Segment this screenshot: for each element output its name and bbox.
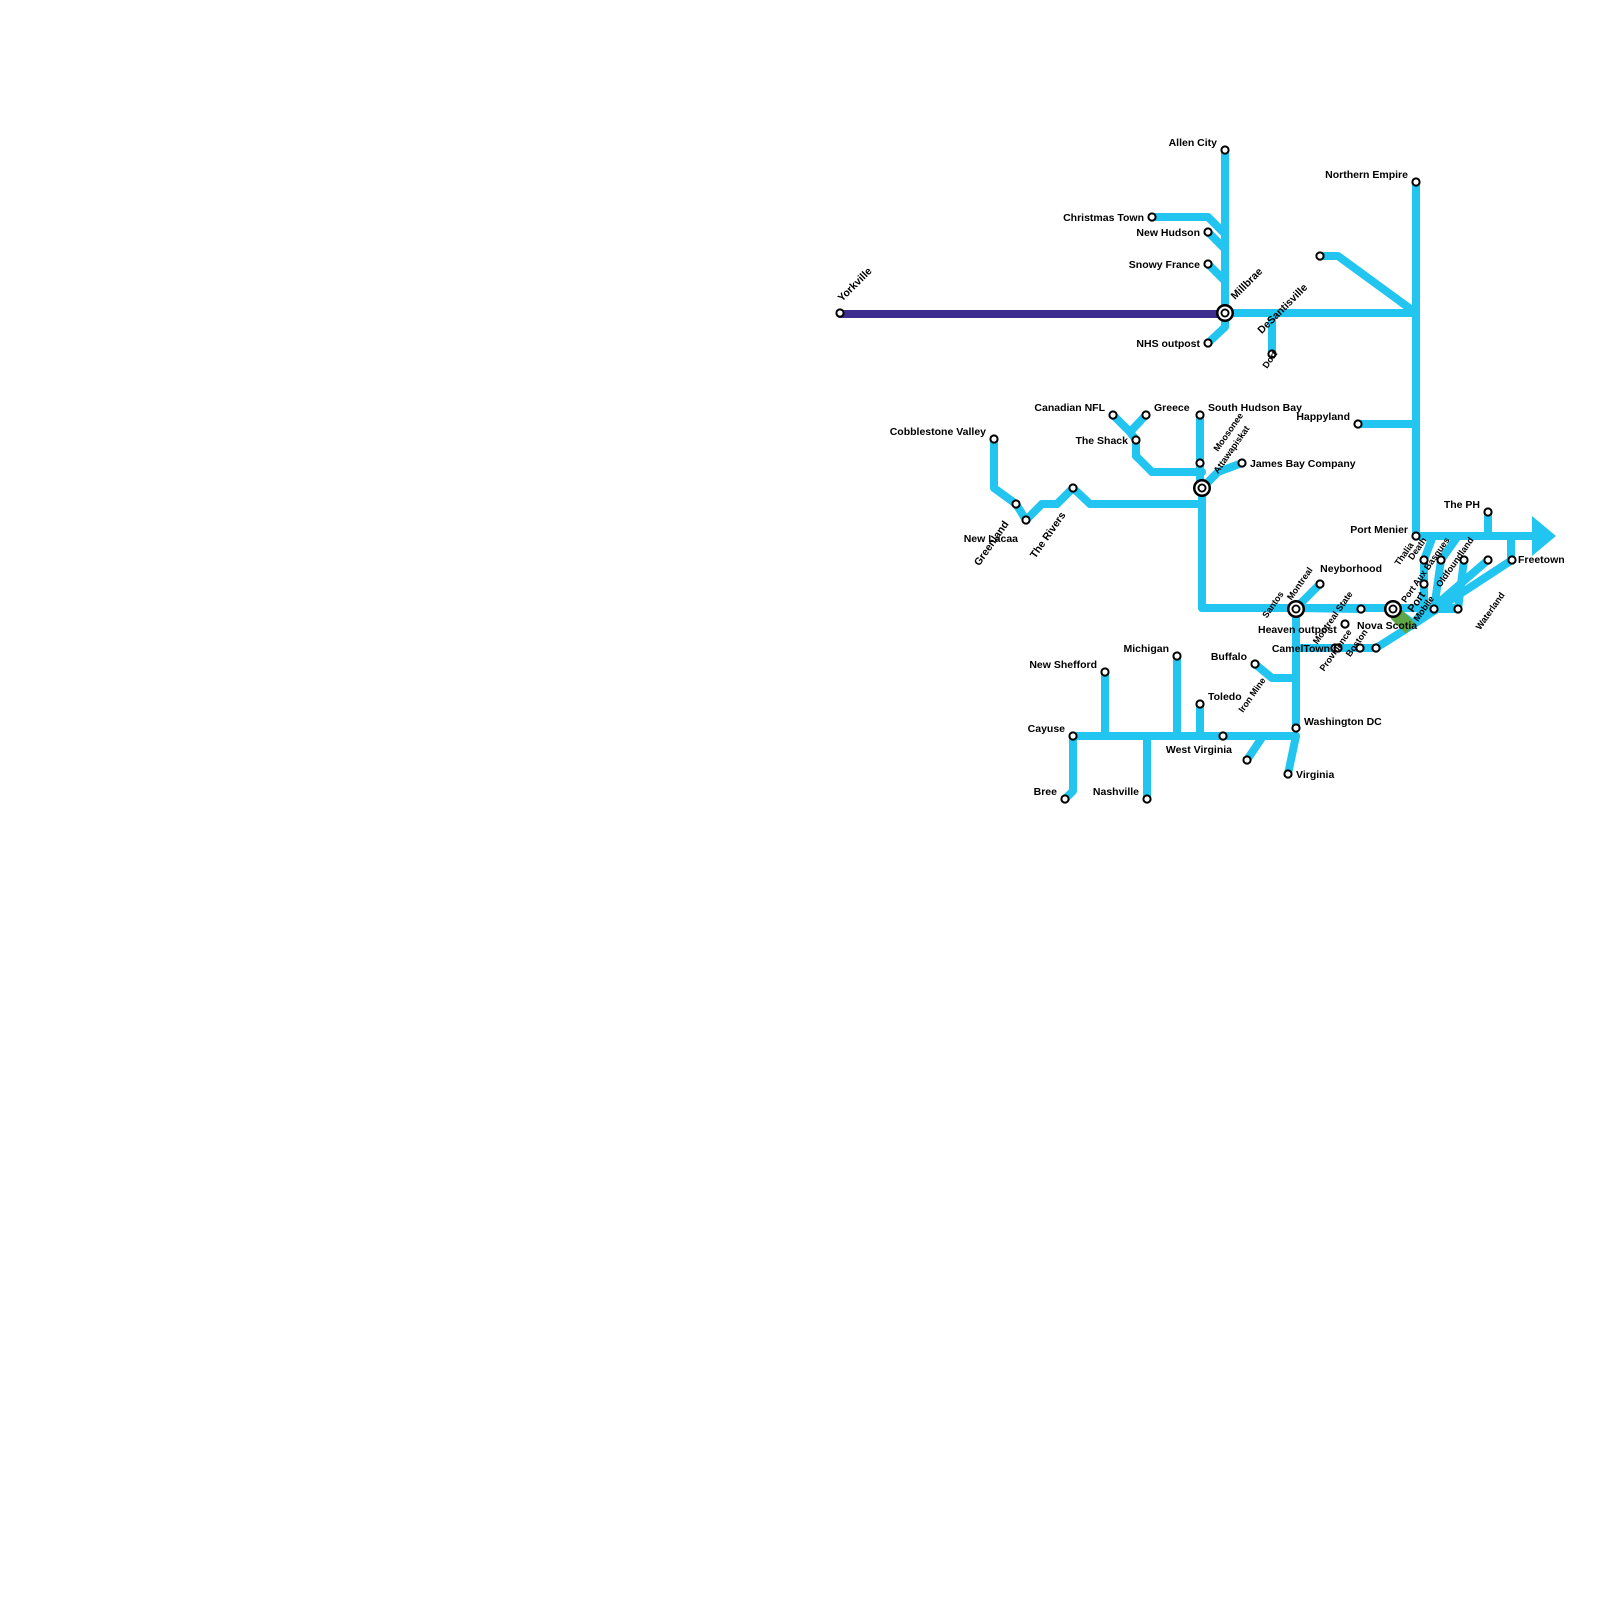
svg-text:Neyborhood: Neyborhood: [1320, 563, 1382, 575]
svg-text:Canadian NFL: Canadian NFL: [1034, 402, 1105, 414]
svg-text:The PH: The PH: [1444, 499, 1480, 511]
svg-text:Port Menier: Port Menier: [1350, 524, 1408, 536]
svg-text:Bree: Bree: [1034, 786, 1058, 798]
svg-text:Nashville: Nashville: [1093, 786, 1139, 798]
svg-text:James Bay Company: James Bay Company: [1250, 458, 1356, 470]
svg-text:South Hudson Bay: South Hudson Bay: [1208, 402, 1302, 414]
svg-text:Washington DC: Washington DC: [1304, 716, 1382, 728]
svg-text:Cobblestone Valley: Cobblestone Valley: [890, 426, 986, 438]
svg-text:Freetown: Freetown: [1518, 554, 1565, 566]
svg-text:Christmas Town: Christmas Town: [1063, 212, 1144, 224]
svg-text:Snowy France: Snowy France: [1129, 259, 1200, 271]
svg-text:CamelTown: CamelTown: [1272, 643, 1330, 655]
svg-text:Buffalo: Buffalo: [1211, 651, 1247, 663]
svg-text:Allen City: Allen City: [1169, 137, 1218, 149]
svg-text:Toledo: Toledo: [1208, 691, 1242, 703]
svg-text:The Shack: The Shack: [1075, 435, 1128, 447]
svg-text:Happyland: Happyland: [1296, 411, 1350, 423]
svg-text:Greece: Greece: [1154, 402, 1190, 414]
svg-text:New Shefford: New Shefford: [1029, 659, 1097, 671]
svg-text:West Virginia: West Virginia: [1166, 744, 1232, 756]
svg-text:Cayuse: Cayuse: [1028, 723, 1066, 735]
svg-text:New Lacaa: New Lacaa: [964, 533, 1018, 545]
svg-text:NHS outpost: NHS outpost: [1136, 338, 1200, 350]
svg-text:Virginia: Virginia: [1296, 769, 1334, 781]
svg-text:New Hudson: New Hudson: [1136, 227, 1200, 239]
svg-text:Michigan: Michigan: [1123, 643, 1169, 655]
svg-text:Nova Scotia: Nova Scotia: [1357, 620, 1417, 632]
svg-text:Northern Empire: Northern Empire: [1325, 169, 1408, 181]
